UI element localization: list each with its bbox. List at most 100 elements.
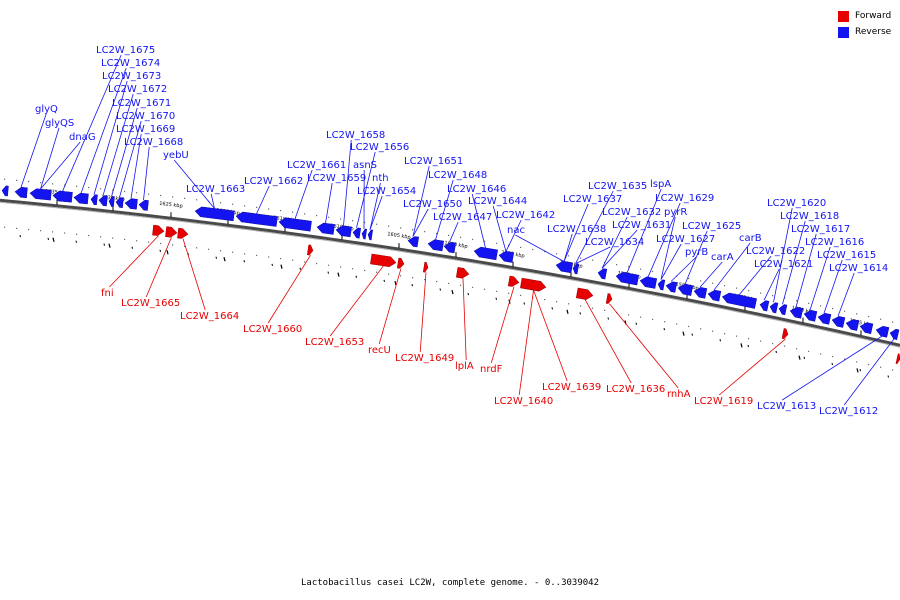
lower-guide-dot <box>400 275 402 277</box>
upper-guide-dot <box>592 259 594 261</box>
leader-line <box>718 338 786 396</box>
upper-guide-dot <box>316 214 318 217</box>
reverse-gene-arrow <box>498 251 515 263</box>
upper-guide-dot <box>388 225 390 227</box>
upper-guide-dot <box>556 253 558 255</box>
lower-guide-dot <box>304 261 306 263</box>
reverse-gene-label: LC2W_1635 <box>588 181 647 192</box>
reverse-gene-label: LC2W_1616 <box>805 237 864 248</box>
reverse-gene-arrow <box>721 292 757 309</box>
leader-line <box>837 272 855 317</box>
genome-caption: Lactobacillus casei LC2W, complete genom… <box>300 578 599 588</box>
leader-line <box>809 246 831 311</box>
upper-guide-dot <box>724 285 726 287</box>
lower-tick <box>798 355 801 360</box>
upper-guide-dot <box>640 268 642 270</box>
reverse-gene-arrow <box>769 302 779 314</box>
upper-guide-dot <box>100 188 102 190</box>
leader-line <box>294 169 313 220</box>
forward-gene-label: fni <box>101 288 114 299</box>
forward-gene-label: LC2W_1660 <box>243 324 302 335</box>
reverse-gene-arrow <box>14 187 28 199</box>
reverse-gene-label: LC2W_1646 <box>447 184 506 195</box>
leader-line <box>843 338 895 406</box>
reverse-gene-arrow <box>407 236 419 248</box>
reverse-gene-label: LC2W_1637 <box>563 194 622 205</box>
reverse-gene-arrow <box>52 190 73 203</box>
lower-guide-dot <box>4 226 6 228</box>
minor-tick <box>75 240 77 243</box>
leader-line <box>378 268 402 345</box>
lower-guide-dot <box>820 353 822 355</box>
upper-guide-dot <box>160 194 162 197</box>
forward-gene-label: nrdF <box>480 364 503 375</box>
reverse-gene-arrow <box>693 287 708 299</box>
reverse-swatch <box>838 26 849 38</box>
upper-guide-dot <box>868 315 870 318</box>
reverse-gene-arrow <box>278 217 312 232</box>
minor-tick <box>803 356 805 359</box>
leader-line <box>119 120 142 198</box>
leader-line <box>102 93 134 196</box>
upper-guide-dot <box>292 211 294 213</box>
minor-tick <box>271 263 273 267</box>
leader-line <box>471 193 486 249</box>
lower-tick <box>52 237 55 242</box>
leader-line <box>343 139 352 226</box>
reverse-gene-label: LC2W_1627 <box>656 234 715 245</box>
minor-tick <box>495 297 497 300</box>
lower-guide-dot <box>148 241 150 243</box>
lower-guide-dot <box>160 242 162 245</box>
upper-guide-dot <box>244 205 246 207</box>
leader-line <box>111 107 138 197</box>
reverse-gene-label: LC2W_1668 <box>124 137 183 148</box>
lower-guide-dot <box>460 284 462 286</box>
scale-label: 1565 kbp <box>849 318 873 329</box>
forward-gene-arrow <box>422 261 429 273</box>
reverse-gene-arrow <box>473 246 498 261</box>
lower-guide-dot <box>724 333 726 335</box>
lower-guide-dot <box>736 335 738 337</box>
lower-guide-dot <box>292 259 294 261</box>
reverse-gene-label: LC2W_1622 <box>746 246 805 257</box>
reverse-gene-arrow <box>615 271 640 286</box>
reverse-gene-label: glyQS <box>45 118 74 129</box>
reverse-gene-label: LC2W_1675 <box>96 45 155 56</box>
minor-tick <box>439 288 441 291</box>
minor-tick <box>411 284 413 287</box>
leader-line <box>647 202 681 278</box>
forward-gene-label: LC2W_1653 <box>305 337 364 348</box>
scale-label: 1600 kbp <box>444 240 468 250</box>
lower-guide-dot <box>436 280 438 283</box>
reverse-gene-label: yebU <box>163 150 189 161</box>
leader-line <box>40 141 81 190</box>
lower-tick <box>856 368 859 373</box>
lower-guide-dot <box>652 318 654 321</box>
upper-guide-dot <box>832 307 834 310</box>
upper-guide-dot <box>736 287 738 289</box>
forward-gene-label: LC2W_1636 <box>606 384 665 395</box>
lower-guide-dot <box>892 369 894 371</box>
lower-tick <box>223 257 226 262</box>
leader-line <box>173 159 215 209</box>
leader-line <box>563 203 589 262</box>
reverse-gene-label: LC2W_1632 <box>602 207 661 218</box>
reverse-gene-arrow <box>597 268 608 280</box>
reverse-gene-label: asnS <box>353 160 377 171</box>
upper-guide-dot <box>892 321 894 323</box>
reverse-gene-label: pyrR <box>664 207 687 218</box>
lower-tick <box>280 264 283 269</box>
upper-guide-dot <box>172 196 174 198</box>
lower-guide-dot <box>424 279 426 281</box>
reverse-gene-label: dnaG <box>69 132 96 143</box>
leader-line <box>356 151 376 228</box>
minor-tick <box>131 246 133 249</box>
minor-tick <box>747 344 749 348</box>
minor-tick <box>635 322 637 325</box>
forward-gene-label: lplA <box>455 361 474 372</box>
reverse-gene-arrow <box>803 309 818 322</box>
lower-guide-dot <box>868 363 870 366</box>
reverse-gene-label: LC2W_1671 <box>112 98 171 109</box>
lower-guide-dot <box>64 232 66 234</box>
